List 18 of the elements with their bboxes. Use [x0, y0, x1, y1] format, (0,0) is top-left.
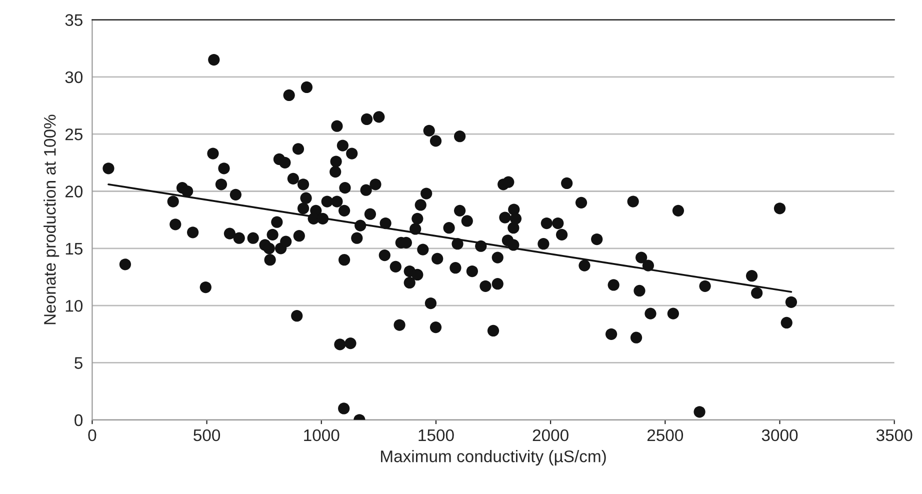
y-axis-title: Neonate production at 100%	[44, 114, 60, 324]
x-tick-label: 1000	[304, 429, 340, 442]
y-tick-label: 30	[65, 71, 83, 84]
y-tick-label: 0	[74, 414, 83, 426]
x-tick-label: 1500	[418, 429, 454, 442]
y-tick-label: 25	[65, 128, 82, 140]
y-tick-label: 35	[65, 14, 82, 26]
x-tick-label: 0	[88, 429, 96, 442]
x-tick-label: 500	[194, 429, 220, 442]
x-tick-label: 2000	[532, 429, 568, 442]
x-tick-label: 2500	[647, 429, 684, 442]
x-tick-label: 3000	[762, 429, 798, 442]
y-tick-label: 15	[66, 242, 82, 255]
y-tick-label: 5	[74, 357, 82, 369]
y-tick-label: 20	[65, 186, 83, 198]
y-tick-label: 10	[66, 300, 83, 312]
x-tick-label: 3500	[876, 429, 912, 442]
x-axis-title: Maximum conductivity (µS/cm)	[381, 450, 606, 466]
